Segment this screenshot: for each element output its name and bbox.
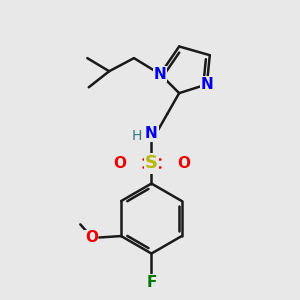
Text: N: N: [145, 127, 158, 142]
Text: N: N: [154, 67, 167, 82]
Text: O: O: [113, 156, 126, 171]
Text: S: S: [145, 154, 158, 172]
Text: F: F: [146, 275, 157, 290]
Text: N: N: [200, 77, 213, 92]
Text: H: H: [132, 129, 142, 143]
Text: O: O: [177, 156, 190, 171]
Text: O: O: [85, 230, 98, 245]
